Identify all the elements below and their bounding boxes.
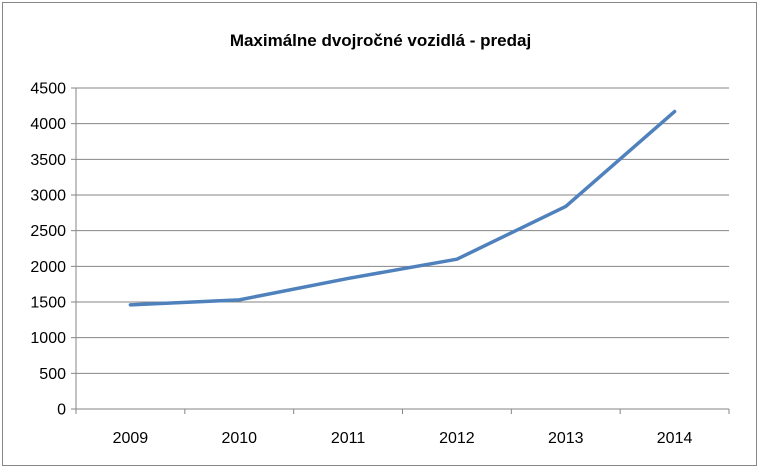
x-tick-label-2012: 2012	[439, 430, 475, 447]
y-tick-label-2500: 2500	[30, 223, 66, 240]
x-tick-label-2010: 2010	[221, 430, 257, 447]
chart-title: Maximálne dvojročné vozidlá - predaj	[229, 31, 532, 50]
x-tick-label-2013: 2013	[548, 430, 584, 447]
y-tick-label-3000: 3000	[30, 188, 66, 205]
y-tick-label-0: 0	[57, 402, 66, 419]
x-tick-label-2009: 2009	[113, 430, 149, 447]
chart-area: Maximálne dvojročné vozidlá - predaj	[2, 2, 757, 466]
x-tick-label-2011: 2011	[331, 430, 366, 447]
y-axis: 0 500 1000 1500 2000 2500 3000 3500 4000 4500	[30, 81, 77, 419]
y-tick-label-1500: 1500	[30, 295, 66, 312]
x-axis: 2009 2010 2011 2012 2013 2014	[75, 408, 730, 447]
y-tick-label-4000: 4000	[30, 116, 66, 133]
series	[128, 109, 677, 307]
y-tick-label-4500: 4500	[30, 81, 66, 98]
x-tick-label-2014: 2014	[657, 430, 693, 447]
y-tick-label-3500: 3500	[30, 152, 66, 169]
gridlines	[76, 87, 729, 374]
y-tick-label-2000: 2000	[30, 259, 66, 276]
y-tick-label-500: 500	[39, 366, 66, 383]
series-line-0	[128, 109, 677, 307]
y-tick-label-1000: 1000	[30, 330, 66, 347]
